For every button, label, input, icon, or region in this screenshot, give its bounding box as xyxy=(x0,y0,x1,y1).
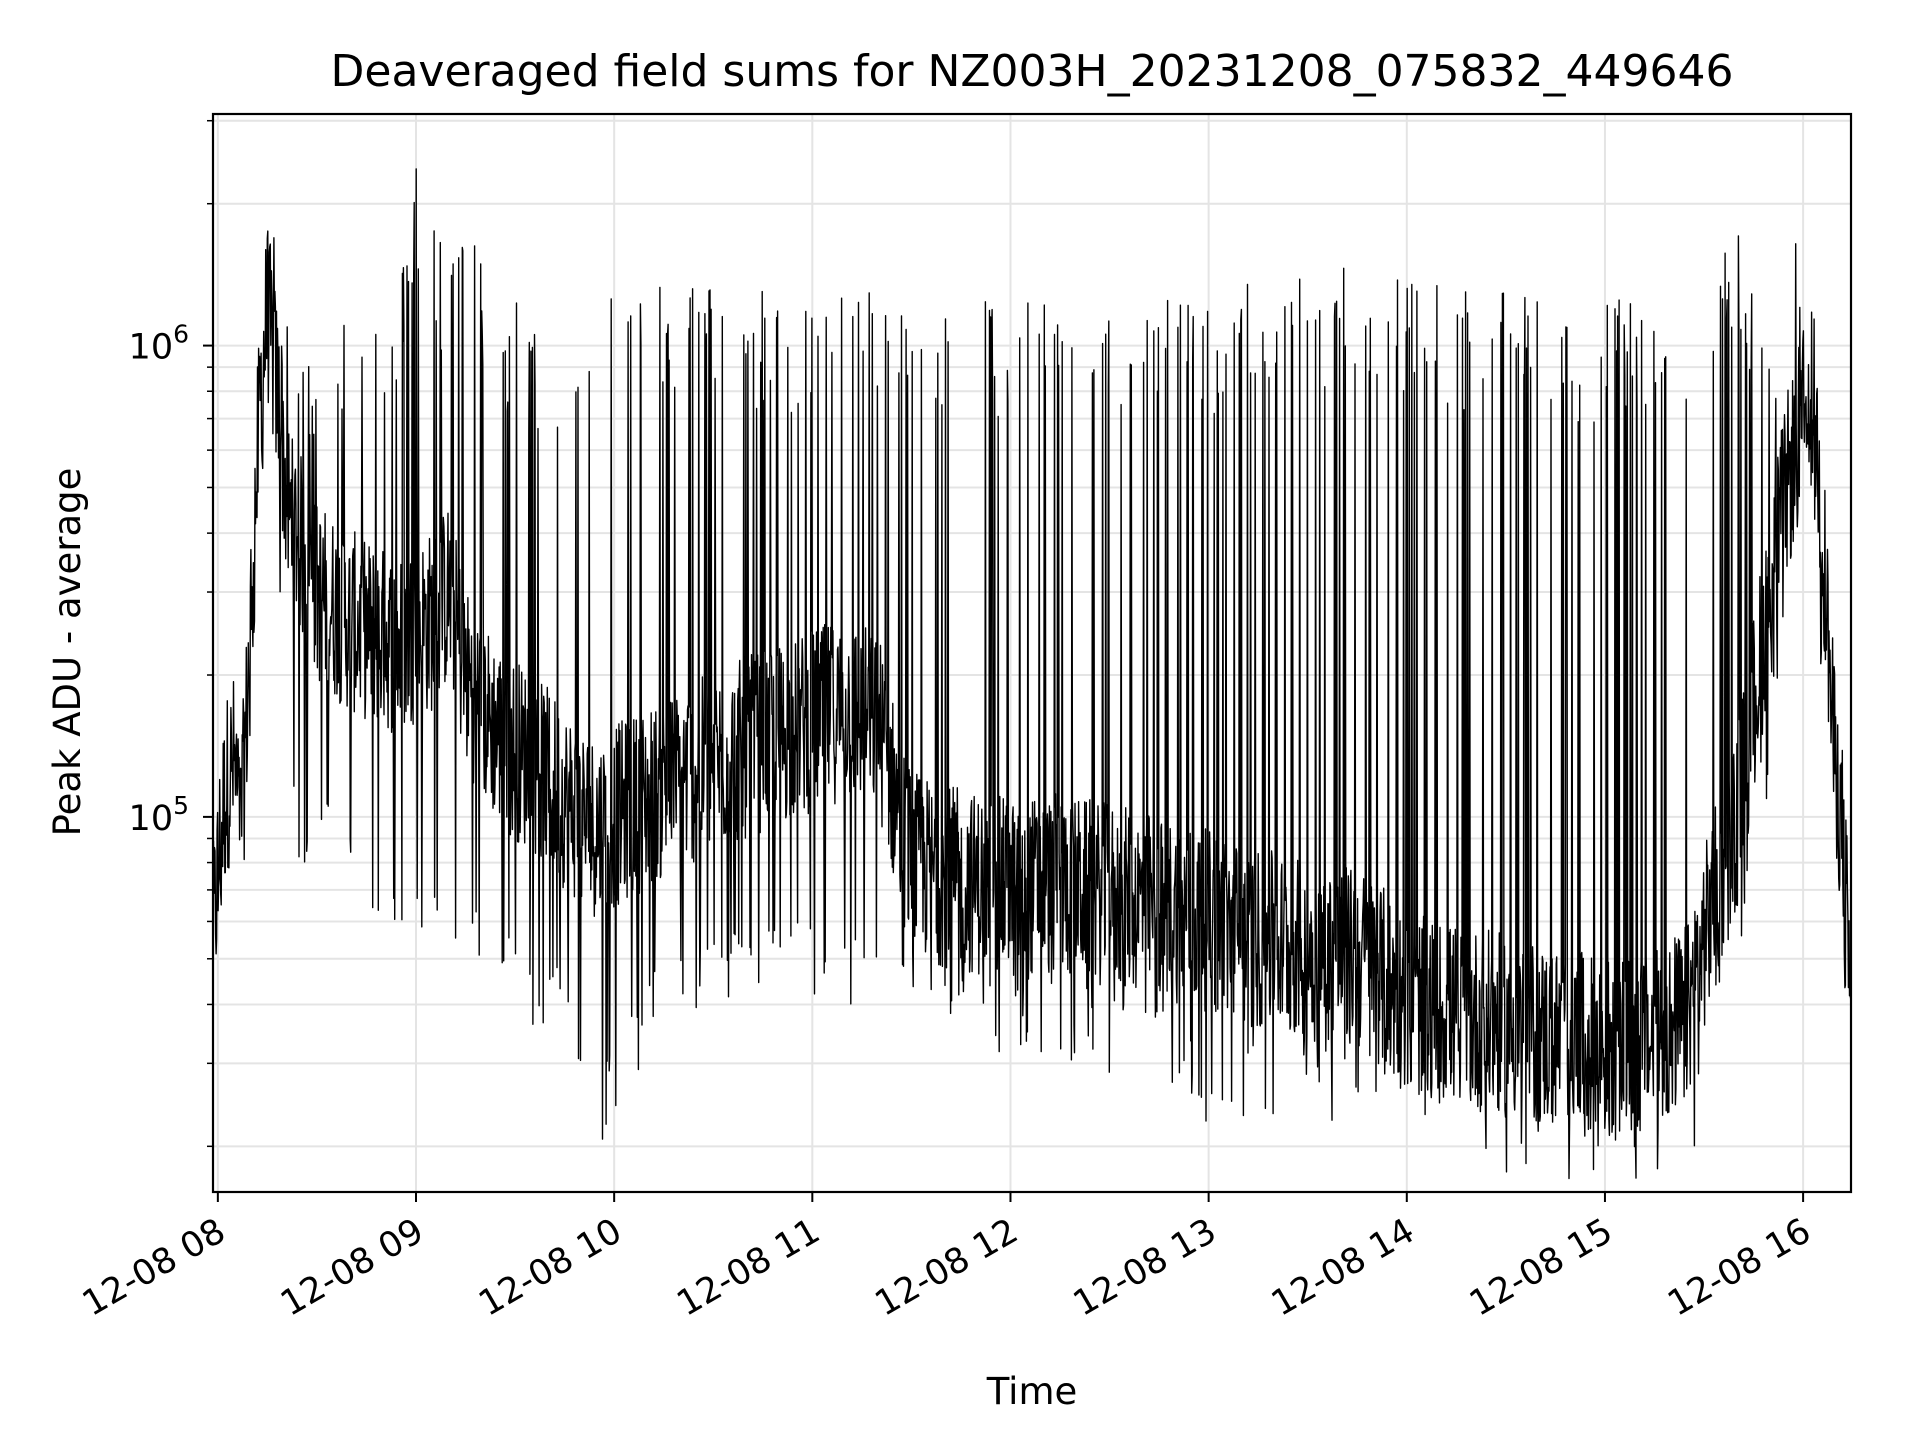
x-tick-label: 12-08 09 xyxy=(274,1211,430,1324)
x-tick-label: 12-08 10 xyxy=(472,1211,628,1324)
y-tick-label: 105 xyxy=(129,791,189,839)
x-tick-label: 12-08 12 xyxy=(869,1211,1025,1324)
x-tick-label: 12-08 08 xyxy=(76,1211,232,1324)
x-axis: 12-08 08 12-08 09 12-08 10 12-08 11 12-08 12… xyxy=(76,1192,1818,1324)
x-tick-label: 12-08 15 xyxy=(1463,1211,1619,1324)
series-line xyxy=(212,168,1852,1180)
grid xyxy=(213,114,1851,1192)
y-axis-label: Peak ADU - average xyxy=(46,468,89,837)
series-trace xyxy=(212,168,1852,1180)
x-axis-label: Time xyxy=(986,1370,1078,1413)
x-tick-label: 12-08 14 xyxy=(1265,1211,1421,1324)
x-tick-label: 12-08 16 xyxy=(1661,1211,1817,1324)
y-axis: 105 106 xyxy=(129,119,213,1148)
plot-frame xyxy=(211,112,1853,1194)
y-tick-label: 106 xyxy=(129,320,189,368)
chart-title: Deaveraged field sums for NZ003H_2023120… xyxy=(331,46,1734,97)
x-tick-label: 12-08 13 xyxy=(1067,1211,1223,1324)
x-tick-label: 12-08 11 xyxy=(671,1211,827,1324)
